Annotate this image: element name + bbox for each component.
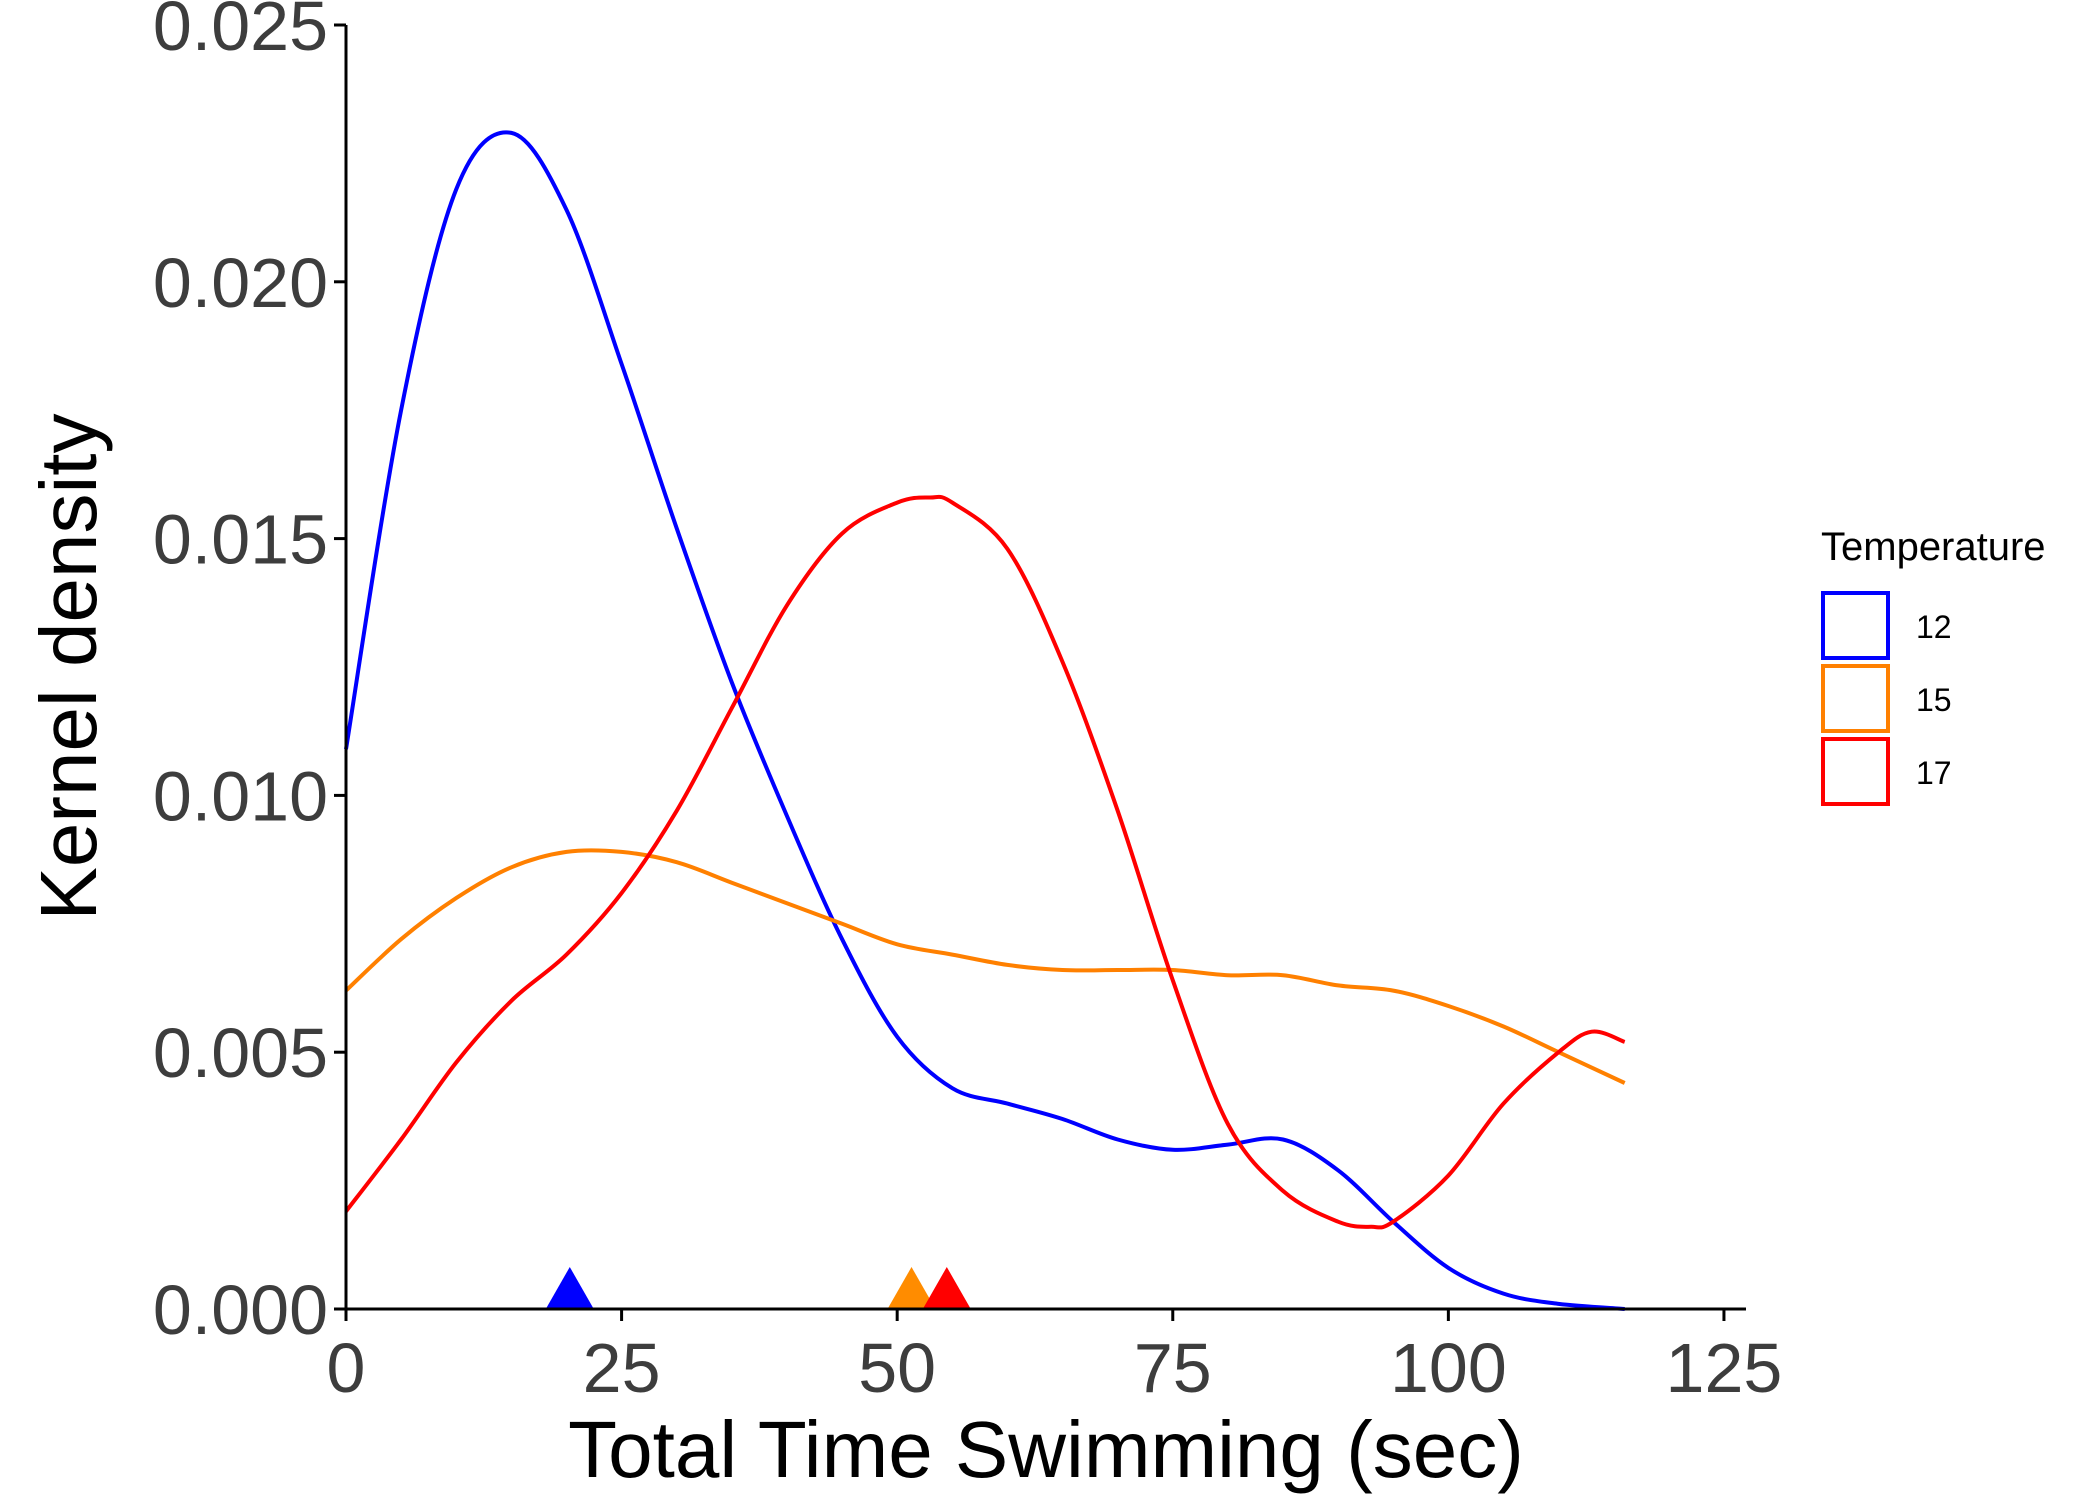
y-tick-label: 0.025 (153, 0, 328, 65)
legend-key-15 (1821, 664, 1890, 733)
density-line-12 (344, 130, 1625, 1311)
x-axis-title: Total Time Swimming (sec) (568, 1405, 1524, 1494)
legend-label-12: 12 (1916, 609, 1952, 645)
legend-label-15: 15 (1916, 682, 1952, 718)
density-line-15 (344, 848, 1626, 1085)
x-tick-label: 125 (1666, 1329, 1783, 1407)
legend-title: Temperature (1821, 525, 2046, 569)
x-tick-label: 75 (1134, 1329, 1212, 1407)
legend: 12 15 17 (1821, 591, 1952, 806)
x-tick-label: 25 (583, 1329, 661, 1407)
y-axis-ticks: 0.000 0.005 0.010 0.015 0.020 0.025 (153, 0, 346, 1349)
density-line-17 (344, 494, 1626, 1230)
y-tick-label: 0.015 (153, 501, 328, 579)
y-tick-label: 0.000 (153, 1271, 328, 1349)
mean-marker-15 (887, 1267, 936, 1309)
x-tick-label: 50 (858, 1329, 936, 1407)
plot-lines (344, 130, 1626, 1311)
x-tick-label: 0 (327, 1329, 366, 1407)
mean-marker-12 (545, 1267, 594, 1309)
legend-label-17: 17 (1916, 755, 1952, 791)
x-tick-label: 100 (1390, 1329, 1507, 1407)
mean-marker-17 (922, 1267, 971, 1309)
x-axis-ticks: 0 25 50 75 100 125 (327, 1309, 1783, 1407)
legend-key-12 (1821, 591, 1890, 660)
y-tick-label: 0.005 (153, 1014, 328, 1092)
y-tick-label: 0.020 (153, 244, 328, 322)
y-axis-title: Kernel density (24, 414, 113, 921)
mean-markers (545, 1267, 971, 1309)
legend-key-17 (1821, 737, 1890, 806)
y-tick-label: 0.010 (153, 757, 328, 835)
